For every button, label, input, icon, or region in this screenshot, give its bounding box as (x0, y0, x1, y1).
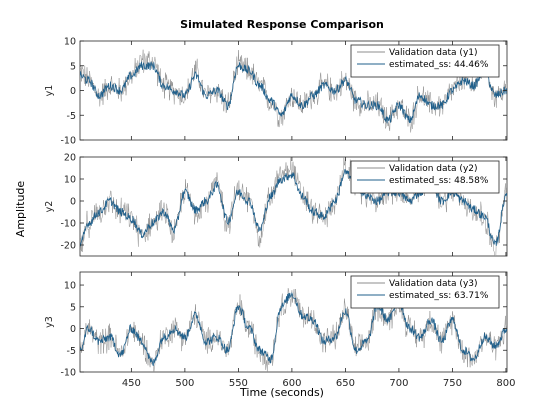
subplot-ylabel: y3 (44, 316, 55, 328)
legend-box (350, 44, 500, 78)
y-tick-label: -10 (60, 368, 76, 379)
subplot-ylabel: y2 (44, 201, 55, 213)
x-axis-label: Time (seconds) (239, 386, 324, 399)
y-tick-label: 0 (70, 86, 76, 97)
y-tick-label: 20 (64, 153, 76, 164)
x-tick-label: 450 (122, 378, 141, 389)
subplot-2: 20 10 0 -10 -20 y2 Validation data (y2) estimat… (44, 153, 508, 257)
legend: Validation data (y3) estimated_ss: 63.71% (350, 275, 500, 309)
x-tick-label: 700 (389, 378, 408, 389)
x-tick-label: 600 (282, 378, 301, 389)
y-tick-label: -5 (67, 346, 76, 357)
y-tick-label: -20 (60, 241, 76, 252)
legend-box (350, 275, 500, 309)
estimated-line (80, 291, 507, 367)
legend-entry: estimated_ss: 63.71% (389, 291, 489, 301)
x-tick-label: 750 (443, 378, 462, 389)
legend: Validation data (y1) estimated_ss: 44.46% (350, 44, 500, 78)
subplot-3: 10 5 0 -5 -10 450 500 550 600 650 700 750 800 y3 Valid… (44, 271, 515, 389)
subplot-ylabel: y1 (44, 85, 55, 97)
x-tick-label: 500 (175, 378, 194, 389)
y-tick-label: -10 (60, 136, 76, 147)
x-tick-label: 650 (336, 378, 355, 389)
validation-data-line (80, 288, 507, 372)
y-tick-label: 5 (70, 61, 76, 72)
y-tick-label: 10 (64, 281, 76, 292)
y-tick-label: 0 (70, 197, 76, 208)
y-tick-label: -10 (60, 219, 76, 230)
y-tick-label: -5 (67, 111, 76, 122)
legend: Validation data (y2) estimated_ss: 48.58% (350, 160, 500, 194)
legend-entry: Validation data (y1) (389, 48, 478, 58)
legend-entry: Validation data (y2) (389, 164, 478, 174)
x-tick-label: 800 (496, 378, 515, 389)
subplot-1: 10 5 0 -5 -10 y1 Validation data (y1) estimated… (44, 37, 508, 147)
x-tick-label: 550 (229, 378, 248, 389)
y-tick-label: 10 (64, 37, 76, 48)
y-tick-label: 10 (64, 175, 76, 186)
y-tick-label: 0 (70, 324, 76, 335)
y-axis-label: Amplitude (14, 181, 27, 238)
legend-entry: estimated_ss: 44.46% (389, 60, 489, 70)
estimated-line (80, 61, 507, 124)
legend-entry: estimated_ss: 48.58% (389, 176, 489, 186)
legend-entry: Validation data (y3) (389, 279, 478, 289)
chart-title: Simulated Response Comparison (180, 18, 384, 31)
y-tick-label: 5 (70, 302, 76, 313)
legend-box (350, 160, 500, 194)
